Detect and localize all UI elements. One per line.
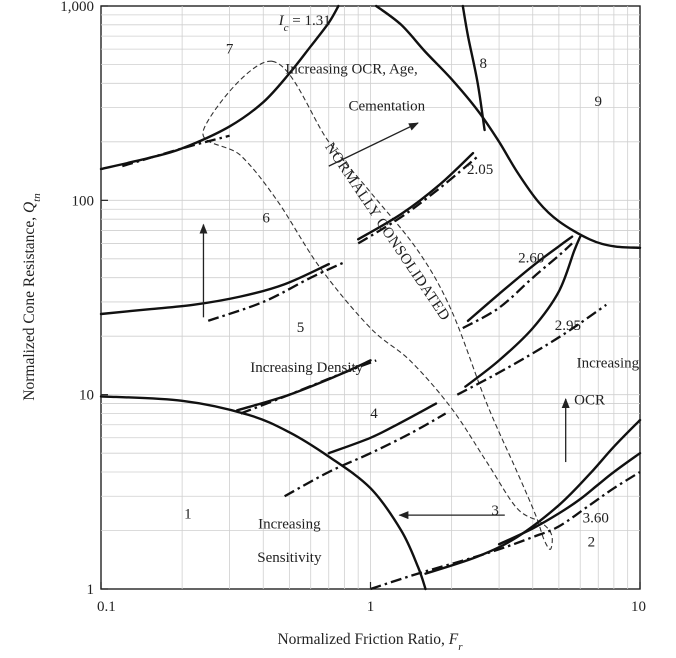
ocr-age-arrow (328, 122, 419, 167)
boundary-zone7 (99, 4, 340, 171)
zone-label-6: 6 (262, 210, 270, 226)
ic-260-upper (466, 235, 574, 322)
y-tick-label: 1 (87, 582, 95, 598)
ic-value-label: 3.60 (583, 510, 609, 526)
zone-label-2: 2 (588, 535, 596, 551)
zone-label-8: 8 (479, 56, 487, 72)
zone-label-7: 7 (226, 41, 234, 57)
boundary-zone1 (99, 395, 427, 591)
increasing-ocr-line1: Increasing (577, 355, 640, 371)
ic-label: Ic = 1.31 (278, 13, 331, 34)
y-tick-label: 10 (79, 388, 94, 404)
zone-label-3: 3 (491, 503, 499, 519)
ic-295-dashdot-upper (240, 359, 377, 415)
boundary-zone2 (424, 418, 642, 575)
ic-295-dashdot-lower (456, 303, 607, 396)
zone-boundaries (99, 4, 642, 591)
y-axis-title: Normalized Cone Resistance, Qtn (21, 193, 43, 401)
x-tick-label: 1 (367, 599, 375, 615)
ocr-age-line1: Increasing OCR, Age, (285, 61, 417, 77)
trend-arrows (199, 122, 570, 520)
increasing-ocr-line2: OCR (574, 393, 605, 409)
zone-label-5: 5 (297, 320, 305, 336)
ic-205-lower (99, 262, 330, 316)
sensitivity-line2: Sensitivity (257, 550, 322, 566)
increasing-density: Increasing Density (250, 360, 363, 376)
zone-label-4: 4 (370, 406, 378, 422)
ic-260-lower (235, 359, 372, 412)
boundary-zone8 (461, 4, 486, 132)
ic-value-label: 2.60 (518, 250, 544, 266)
y-tick-label: 100 (72, 193, 95, 209)
normally-consolidated-label: NORMALLY CONSOLIDATED (321, 140, 452, 324)
grid-lines (101, 6, 640, 589)
ic-205-upper (357, 151, 475, 241)
ic-295-lower (327, 402, 438, 455)
ic-value-label: 2.05 (467, 162, 493, 178)
zone-label-1: 1 (184, 507, 192, 523)
boundary-zone9 (375, 4, 642, 249)
x-axis-title: Normalized Friction Ratio, Fr (277, 631, 463, 653)
ic-260-dashdot-upper (207, 261, 345, 322)
x-tick-label: 10 (631, 599, 646, 615)
ic-value-label: 2.95 (555, 318, 581, 334)
ic-260-dashdot-lower (462, 242, 573, 330)
ic-295-upper (464, 235, 582, 388)
x-tick-label: 0.1 (97, 599, 116, 615)
sensitivity-line1: Increasing (258, 516, 321, 532)
ic-360-dashdot-upper (284, 412, 447, 498)
ocr-age-line2: Cementation (349, 98, 426, 114)
ic-205-dashdot-lower (357, 155, 479, 245)
chart-labels: 1 2 3 4 5 6 7 8 9 2.05 2.60 2.95 3.60 Increasing OCR,… (184, 13, 640, 566)
zone-label-9: 9 (595, 94, 603, 110)
ic-360-upper (497, 452, 642, 546)
y-tick-label: 1,000 (60, 0, 94, 15)
